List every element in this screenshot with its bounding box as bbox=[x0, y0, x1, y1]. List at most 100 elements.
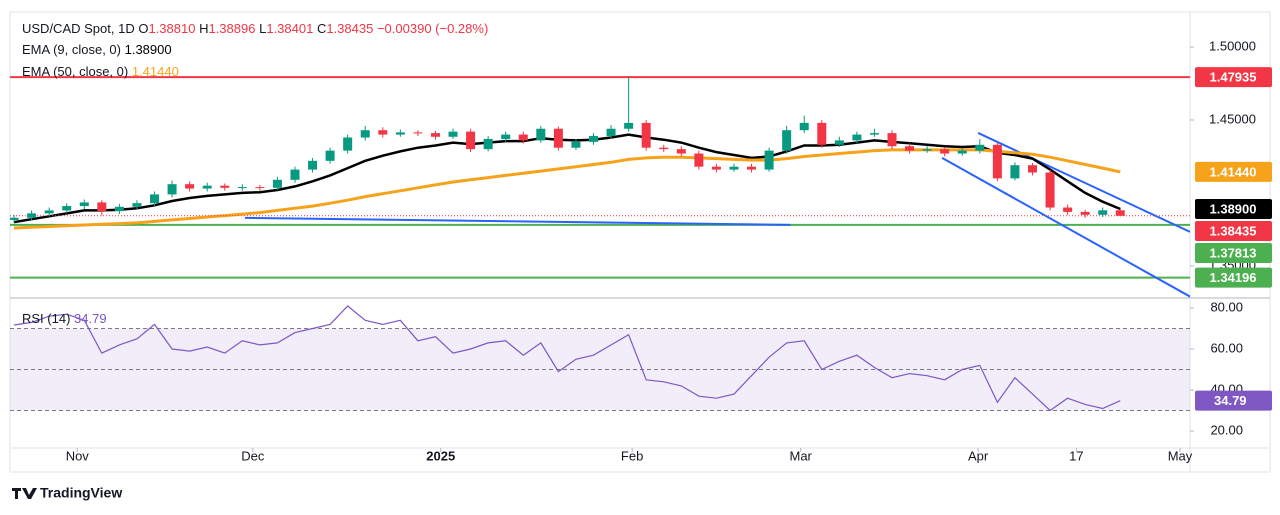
time-tick-label: Nov bbox=[66, 448, 90, 463]
ohlc-value: 1.38401 bbox=[266, 21, 313, 36]
candle-body bbox=[44, 210, 54, 214]
time-tick-label: 17 bbox=[1069, 448, 1083, 463]
price-label: 1.47935 bbox=[1210, 70, 1257, 85]
candle-body bbox=[553, 128, 563, 148]
candle-body bbox=[290, 169, 300, 180]
candle-body bbox=[360, 130, 370, 138]
candle-body bbox=[79, 202, 89, 207]
candle-body bbox=[202, 185, 212, 189]
candle-body bbox=[325, 150, 335, 161]
candle-body bbox=[729, 166, 739, 170]
ema-value: 1.38900 bbox=[125, 42, 172, 57]
ema-value: 1.41440 bbox=[132, 64, 179, 79]
price-pane bbox=[10, 76, 1190, 298]
candle-body bbox=[852, 134, 862, 141]
candle-body bbox=[1045, 172, 1055, 208]
candle-body bbox=[905, 146, 915, 151]
frame bbox=[9, 11, 1271, 473]
time-tick-label: May bbox=[1168, 448, 1193, 463]
candle-body bbox=[747, 166, 757, 170]
ohlc-value: 1.38896 bbox=[208, 21, 255, 36]
ohlc-key: H bbox=[199, 21, 208, 36]
candle-body bbox=[536, 128, 546, 141]
overlay-layer: 80.0060.0040.0020.001.500001.450001.3500… bbox=[22, 21, 1272, 463]
rsi-tick-label: 20.00 bbox=[1210, 422, 1243, 437]
candle-body bbox=[501, 134, 511, 139]
trendline bbox=[977, 132, 1190, 233]
price-label-box bbox=[1195, 67, 1272, 88]
candle-body bbox=[466, 131, 476, 150]
candle-body bbox=[1063, 207, 1073, 212]
ema-name: EMA (9, close, 0) bbox=[22, 42, 121, 57]
ema-legend: EMA (9, close, 0) 1.38900 bbox=[22, 42, 172, 57]
header: USD/CAD Spot, 1D O1.38810 H1.38896 L1.38… bbox=[22, 21, 488, 36]
candle-body bbox=[1098, 210, 1108, 215]
trendline bbox=[244, 216, 791, 226]
price-label-box bbox=[1195, 220, 1272, 241]
candle-body bbox=[395, 132, 405, 135]
candle-body bbox=[343, 137, 353, 151]
candle-body bbox=[97, 202, 107, 212]
candle-body bbox=[255, 187, 265, 189]
price-label-box bbox=[1195, 161, 1272, 182]
candle-body bbox=[62, 206, 72, 211]
candle-body bbox=[1080, 211, 1090, 215]
price-tick-label: 1.45000 bbox=[1209, 111, 1256, 126]
rsi-line bbox=[13, 305, 1121, 412]
candle-body bbox=[922, 149, 932, 151]
rsi-tick-label: 80.00 bbox=[1210, 299, 1243, 314]
candle-body bbox=[150, 194, 160, 204]
candle-body bbox=[589, 136, 599, 142]
candle-body bbox=[694, 153, 704, 167]
candle-body bbox=[992, 144, 1002, 179]
candle-body bbox=[132, 203, 142, 207]
candle-body bbox=[518, 134, 528, 141]
time-tick-label: Apr bbox=[968, 448, 989, 463]
candle-body bbox=[237, 187, 247, 189]
candle-body bbox=[1115, 210, 1125, 216]
candle-body bbox=[430, 133, 440, 137]
candle-body bbox=[114, 206, 124, 212]
candle-body bbox=[571, 141, 581, 148]
candle-body bbox=[624, 122, 634, 129]
candle-body bbox=[413, 132, 423, 134]
ema-line bbox=[13, 148, 1121, 230]
time-tick-label: 2025 bbox=[426, 448, 455, 463]
time-tick-label: Mar bbox=[790, 448, 813, 463]
candle-body bbox=[711, 166, 721, 170]
price-label-box bbox=[1195, 198, 1272, 219]
candle-body bbox=[676, 149, 686, 154]
candle-body bbox=[308, 160, 318, 170]
candle-body bbox=[1027, 165, 1037, 173]
ema-legend: EMA (50, close, 0) 1.41440 bbox=[22, 64, 179, 79]
ohlc-key: L bbox=[259, 21, 266, 36]
candle-body bbox=[606, 128, 616, 137]
candle-body bbox=[167, 184, 177, 195]
time-tick-label: Feb bbox=[621, 448, 643, 463]
rsi-tick-label: 60.00 bbox=[1210, 340, 1243, 355]
candle-body bbox=[272, 179, 282, 188]
rsi-label: 34.79 bbox=[1214, 393, 1247, 408]
price-label: 1.38435 bbox=[1210, 223, 1257, 238]
candle-body bbox=[957, 150, 967, 154]
rsi-pane bbox=[10, 305, 1190, 412]
price-label-box bbox=[1195, 267, 1272, 288]
price-label: 1.37813 bbox=[1210, 245, 1257, 260]
brand-logo: TradingView bbox=[12, 485, 122, 501]
ema-name: EMA (50, close, 0) bbox=[22, 64, 128, 79]
candle-body bbox=[817, 122, 827, 145]
trendline bbox=[941, 157, 1190, 298]
candle-body bbox=[975, 144, 985, 151]
candle-body bbox=[185, 184, 195, 189]
candle-body bbox=[659, 147, 669, 150]
candle-body bbox=[834, 140, 844, 145]
rsi-label-box bbox=[1195, 390, 1272, 411]
candle-body bbox=[764, 150, 774, 170]
ohlc-key: O bbox=[138, 21, 148, 36]
candle-body bbox=[220, 185, 230, 188]
time-tick-label: Dec bbox=[241, 448, 265, 463]
ema-line bbox=[13, 133, 1121, 224]
candle-body bbox=[448, 131, 458, 137]
